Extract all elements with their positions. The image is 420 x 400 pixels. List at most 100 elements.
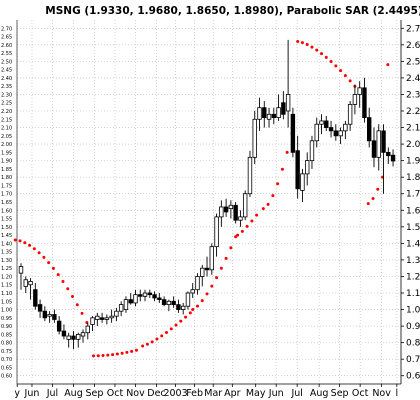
candlestick xyxy=(233,202,238,224)
candlestick xyxy=(118,301,124,317)
candlestick xyxy=(262,101,267,128)
candlestick xyxy=(357,81,362,108)
candlestick xyxy=(71,331,76,350)
x-tick-label: Mar xyxy=(204,388,222,399)
candle-body xyxy=(319,120,324,125)
candle-body xyxy=(367,117,372,142)
candle-body xyxy=(257,107,262,120)
sar-dot xyxy=(120,351,124,355)
left-y-tick-label: 1.00 xyxy=(1,308,12,314)
candle-body xyxy=(242,193,248,218)
x-tick-label: Apr xyxy=(224,388,241,399)
candlestick xyxy=(204,256,210,277)
x-tick-label: l xyxy=(396,388,399,399)
sar-dot xyxy=(261,207,265,211)
sar-dot xyxy=(188,311,192,315)
candle-body xyxy=(262,107,267,119)
candle-body xyxy=(76,333,81,340)
sar-dot xyxy=(271,194,275,198)
left-y-tick-label: 1.40 xyxy=(1,241,12,247)
candlestick xyxy=(376,124,381,171)
sar-dot xyxy=(236,233,240,237)
left-y-tick-label: 1.35 xyxy=(1,250,12,256)
candlestick xyxy=(309,135,315,169)
candle-body xyxy=(238,216,243,221)
candle-body xyxy=(304,160,310,175)
sar-dot xyxy=(75,303,79,307)
chart-title: MSNG (1.9330, 1.9680, 1.8650, 1.8980), P… xyxy=(45,5,420,17)
candlestick xyxy=(180,302,186,315)
candle-body xyxy=(42,310,48,319)
left-y-tick-label: 1.45 xyxy=(1,233,12,239)
left-y-tick-label: 1.25 xyxy=(1,266,12,272)
sar-dot xyxy=(125,350,129,354)
left-y-tick-label: 0.95 xyxy=(1,316,12,322)
candlestick xyxy=(285,39,291,128)
left-y-tick-label: 2.15 xyxy=(1,117,12,123)
candle-body xyxy=(99,317,105,320)
candle-body xyxy=(23,279,28,287)
candle-body xyxy=(252,118,257,158)
sar-dot xyxy=(315,48,319,52)
y-tick-label: 1.5 xyxy=(406,223,420,233)
sar-dot xyxy=(71,295,75,299)
left-y-tick-label: 1.75 xyxy=(1,183,12,189)
x-tick-label: Sep xyxy=(86,388,104,399)
sar-dot xyxy=(150,340,154,344)
candle-body xyxy=(352,94,358,105)
candlestick xyxy=(271,107,277,125)
candlestick xyxy=(295,135,300,199)
y-tick-label: 2.2 xyxy=(406,107,420,117)
sar-dot xyxy=(155,337,159,341)
y-tick-label: 1.7 xyxy=(406,190,420,200)
candle-body xyxy=(328,127,334,132)
candlestick xyxy=(99,312,105,323)
candle-body xyxy=(209,246,214,271)
sar-dot xyxy=(130,349,134,353)
x-tick-label: Nov xyxy=(372,388,391,399)
y-tick-label: 1.0 xyxy=(406,306,420,316)
left-y-tick-label: 2.05 xyxy=(1,134,12,140)
candlestick xyxy=(90,316,95,332)
x-tick-label: Jun xyxy=(24,388,40,399)
sar-dot xyxy=(92,354,96,358)
candlestick xyxy=(95,312,100,327)
left-y-tick-label: 1.20 xyxy=(1,274,12,280)
candlestick xyxy=(219,200,224,227)
candlestick xyxy=(304,152,310,186)
left-y-tick-label: 0.85 xyxy=(1,332,12,338)
sar-dot xyxy=(160,334,164,338)
y-tick-label: 2.6 xyxy=(406,41,420,51)
candle-body xyxy=(90,317,95,325)
candlestick xyxy=(66,332,71,348)
sar-dot xyxy=(376,187,380,191)
sar-dot xyxy=(66,287,70,291)
candle-body xyxy=(180,305,186,310)
candle-body xyxy=(271,113,277,119)
y-tick-label: 2.0 xyxy=(406,140,420,150)
candlestick xyxy=(128,293,133,305)
left-y-tick-label: 1.55 xyxy=(1,217,12,223)
sar-dot xyxy=(115,352,119,356)
candle-body xyxy=(66,335,71,340)
candle-body xyxy=(276,107,281,119)
candle-body xyxy=(357,87,362,95)
candlestick xyxy=(52,309,57,323)
left-y-tick-label: 0.65 xyxy=(1,365,12,371)
candle-body xyxy=(309,140,315,162)
candle-body xyxy=(300,173,305,191)
left-y-tick-label: 2.40 xyxy=(1,76,12,82)
left-y-tick-label: 1.70 xyxy=(1,192,12,198)
candle-body xyxy=(223,206,229,213)
candlestick xyxy=(343,120,348,140)
sar-dot xyxy=(386,63,390,67)
candlestick xyxy=(314,117,319,148)
sar-dot xyxy=(134,348,138,352)
candlestick xyxy=(324,115,329,131)
candle-body xyxy=(61,330,67,337)
candlestick xyxy=(33,283,38,310)
candle-body xyxy=(285,94,291,112)
sar-dot xyxy=(145,342,149,346)
